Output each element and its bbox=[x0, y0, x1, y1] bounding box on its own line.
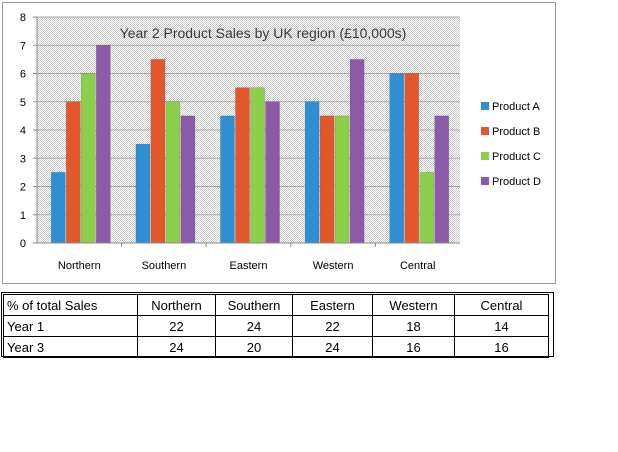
y-tick-label: 7 bbox=[20, 40, 26, 52]
table-header-row: % of total Sales Northern Southern Eastern W… bbox=[3, 294, 549, 316]
x-tick-label: Central bbox=[400, 260, 435, 272]
legend-label: Product D bbox=[492, 176, 541, 188]
table-header-cell: Eastern bbox=[292, 294, 373, 316]
y-tick-label: 2 bbox=[20, 182, 26, 194]
table-header-cell: Southern bbox=[215, 294, 293, 316]
legend-label: Product A bbox=[492, 101, 540, 113]
bars bbox=[51, 45, 449, 244]
table-header-cell: Western bbox=[372, 294, 455, 316]
bar-product-c-western bbox=[334, 115, 350, 244]
bar-product-d-northern bbox=[96, 45, 111, 244]
bar-product-b-eastern bbox=[235, 87, 250, 244]
legend-swatch-product-b bbox=[481, 127, 489, 135]
bar-product-a-northern bbox=[51, 172, 66, 244]
table-cell: Year 3 bbox=[3, 336, 138, 358]
legend-swatch-product-a bbox=[481, 102, 489, 110]
table-cell: 24 bbox=[292, 336, 373, 358]
chart-area: 0 1 2 3 4 5 6 7 8 Northern Southern Eastern Western C… bbox=[2, 2, 556, 284]
table-cell: 14 bbox=[454, 315, 549, 337]
x-tick-label: Western bbox=[313, 260, 354, 272]
bar-product-c-eastern bbox=[250, 87, 265, 244]
legend-swatch-product-d bbox=[481, 177, 489, 185]
y-tick-label: 0 bbox=[20, 238, 26, 250]
y-tick-label: 3 bbox=[20, 153, 26, 165]
bar-product-c-northern bbox=[81, 73, 96, 244]
legend-label: Product B bbox=[492, 126, 540, 138]
bar-product-d-western bbox=[349, 59, 365, 244]
y-tick-label: 5 bbox=[20, 97, 26, 109]
bar-product-a-western bbox=[304, 101, 320, 244]
bar-product-d-central bbox=[434, 115, 449, 244]
bar-product-a-central bbox=[389, 73, 404, 244]
bar-product-d-southern bbox=[180, 115, 196, 244]
x-tick-label: Northern bbox=[58, 260, 101, 272]
table-row: Year 1 22 24 22 18 14 bbox=[3, 315, 549, 337]
table-cell: 24 bbox=[215, 315, 293, 337]
axes: 0 1 2 3 4 5 6 7 8 Northern Southern Eastern Western C… bbox=[20, 12, 460, 272]
table-header-cell: % of total Sales bbox=[3, 294, 138, 316]
table-cell: 24 bbox=[137, 336, 216, 358]
bar-product-c-central bbox=[419, 172, 434, 244]
table-cell: 22 bbox=[137, 315, 216, 337]
bar-product-b-central bbox=[404, 73, 419, 244]
table-cell: 16 bbox=[372, 336, 455, 358]
bar-product-c-southern bbox=[165, 101, 181, 244]
bar-product-b-southern bbox=[150, 59, 166, 244]
y-tick-label: 4 bbox=[20, 125, 26, 137]
y-tick-label: 8 bbox=[20, 12, 26, 24]
table-cell: 18 bbox=[372, 315, 455, 337]
chart-title: Year 2 Product Sales by UK region (£10,0… bbox=[120, 25, 407, 41]
y-tick-label: 1 bbox=[20, 210, 26, 222]
legend-swatch-product-c bbox=[481, 152, 489, 160]
table-header-cell: Northern bbox=[137, 294, 216, 316]
table-row: Year 3 24 20 24 16 16 bbox=[3, 336, 549, 358]
legend-label: Product C bbox=[492, 151, 541, 163]
table-cell: 16 bbox=[454, 336, 549, 358]
table-cell: 22 bbox=[292, 315, 373, 337]
table-header-cell: Central bbox=[454, 294, 549, 316]
bar-chart: 0 1 2 3 4 5 6 7 8 Northern Southern Eastern Western C… bbox=[20, 12, 541, 272]
x-tick-label: Southern bbox=[142, 260, 187, 272]
table-cell: Year 1 bbox=[3, 315, 138, 337]
bar-product-b-western bbox=[319, 115, 335, 244]
legend: Product A Product B Product C Product D bbox=[481, 101, 541, 188]
bar-product-a-southern bbox=[135, 143, 151, 244]
table-cell: 20 bbox=[215, 336, 293, 358]
bar-product-b-northern bbox=[66, 101, 81, 244]
bar-product-d-eastern bbox=[265, 101, 280, 244]
x-tick-label: Eastern bbox=[230, 260, 268, 272]
sales-percent-table: % of total Sales Northern Southern Eastern W… bbox=[3, 294, 549, 358]
bar-product-a-eastern bbox=[220, 115, 235, 244]
y-tick-label: 6 bbox=[20, 69, 26, 81]
